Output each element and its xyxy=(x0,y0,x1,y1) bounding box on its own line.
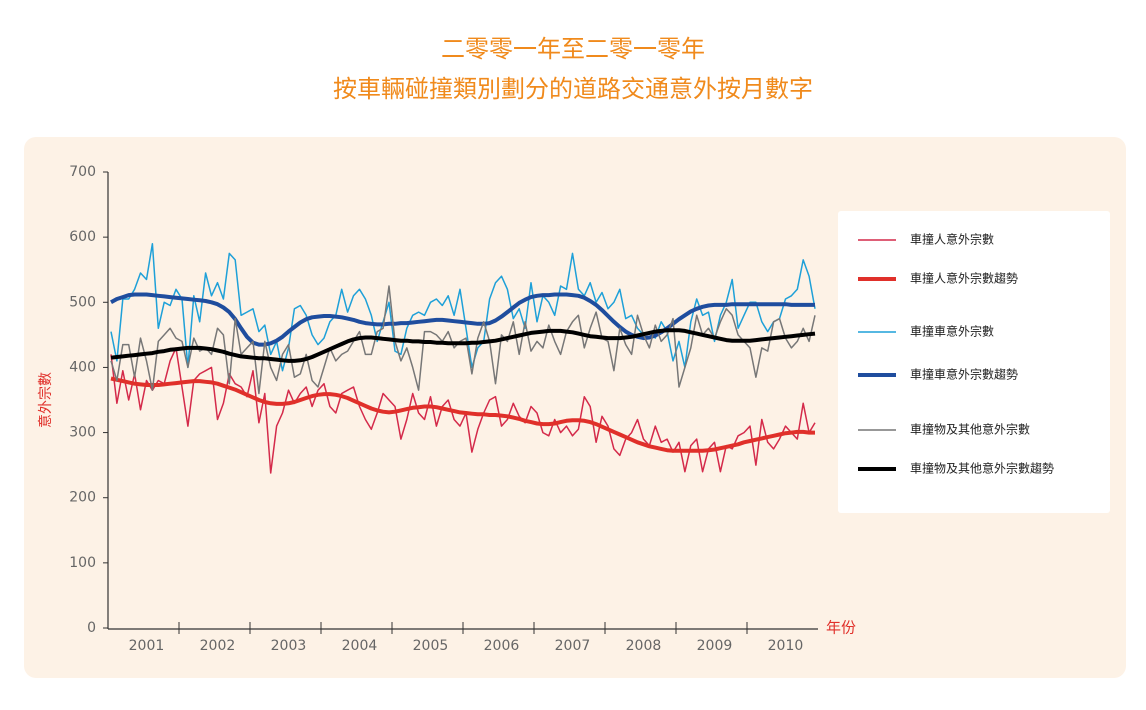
legend-label: 車撞車意外宗數趨勢 xyxy=(910,367,1018,382)
y-tick-label: 100 xyxy=(69,555,96,571)
legend-label: 車撞人意外宗數趨勢 xyxy=(910,271,1018,286)
legend-label: 車撞車意外宗數 xyxy=(910,324,994,339)
legend-label: 車撞物及其他意外宗數趨勢 xyxy=(910,461,1054,476)
series-line xyxy=(110,376,815,453)
chart-subtitle: 按車輛碰撞類別劃分的道路交通意外按月數字 xyxy=(333,75,813,103)
x-tick-label: 2004 xyxy=(342,638,378,654)
x-axis-label: 年份 xyxy=(826,619,856,637)
y-tick-label: 600 xyxy=(69,229,96,245)
y-tick-label: 200 xyxy=(69,490,96,506)
y-tick-label: 500 xyxy=(69,294,96,310)
y-axis-label: 意外宗數 xyxy=(37,372,54,428)
x-tick-label: 2006 xyxy=(484,638,520,654)
x-tick-label: 2007 xyxy=(555,638,591,654)
series-line xyxy=(110,328,816,363)
x-tick-label: 2009 xyxy=(697,638,733,654)
x-tick-label: 2001 xyxy=(129,638,165,654)
legend-box xyxy=(838,211,1110,513)
series-line xyxy=(110,242,816,372)
x-tick-label: 2008 xyxy=(626,638,662,654)
x-tick-label: 2002 xyxy=(200,638,236,654)
series-line xyxy=(110,285,816,395)
legend-label: 車撞物及其他意外宗數 xyxy=(910,422,1030,437)
x-tick-label: 2003 xyxy=(271,638,307,654)
chart-title: 二零零一年至二零一零年 xyxy=(441,35,705,63)
y-tick-label: 300 xyxy=(69,425,96,441)
legend-label: 車撞人意外宗數 xyxy=(910,232,994,247)
series-line xyxy=(110,292,815,347)
x-tick-label: 2010 xyxy=(768,638,804,654)
y-tick-label: 700 xyxy=(69,164,96,180)
y-tick-label: 400 xyxy=(69,359,96,375)
x-tick-label: 2005 xyxy=(413,638,449,654)
y-tick-label: 0 xyxy=(87,620,96,636)
